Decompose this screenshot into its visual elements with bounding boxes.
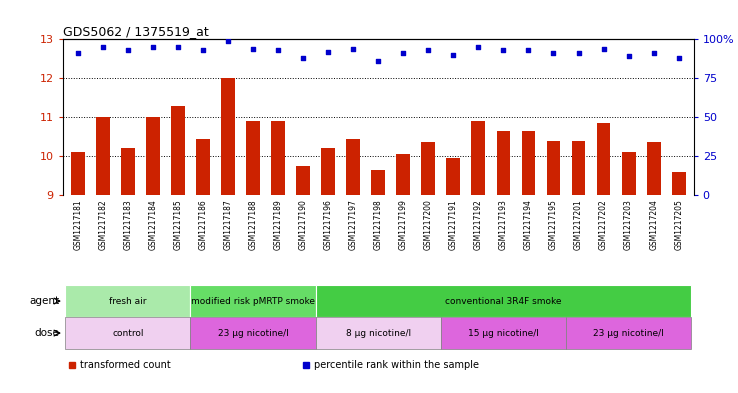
- Text: agent: agent: [29, 296, 59, 306]
- Bar: [121, 148, 135, 195]
- Text: 23 μg nicotine/l: 23 μg nicotine/l: [218, 329, 289, 338]
- Bar: [396, 154, 410, 195]
- Bar: [296, 166, 310, 195]
- Text: GSM1217197: GSM1217197: [348, 200, 358, 250]
- Text: dose: dose: [34, 328, 59, 338]
- Point: [397, 50, 409, 57]
- Text: GSM1217182: GSM1217182: [98, 200, 107, 250]
- Bar: [421, 143, 435, 195]
- Text: control: control: [112, 329, 144, 338]
- Point: [673, 55, 685, 61]
- Text: conventional 3R4F smoke: conventional 3R4F smoke: [445, 297, 562, 306]
- Bar: [346, 139, 360, 195]
- Point: [623, 53, 635, 60]
- Text: GSM1217199: GSM1217199: [399, 200, 408, 250]
- Text: 8 μg nicotine/l: 8 μg nicotine/l: [345, 329, 411, 338]
- Text: GSM1217194: GSM1217194: [524, 200, 533, 250]
- Text: GSM1217200: GSM1217200: [424, 200, 432, 250]
- Point: [372, 58, 384, 64]
- Bar: [196, 139, 210, 195]
- Text: GSM1217204: GSM1217204: [649, 200, 658, 250]
- Text: GSM1217184: GSM1217184: [148, 200, 157, 250]
- Text: fresh air: fresh air: [109, 297, 147, 306]
- Bar: [566, 317, 692, 349]
- Bar: [190, 285, 316, 317]
- Text: GSM1217192: GSM1217192: [474, 200, 483, 250]
- Bar: [71, 152, 85, 195]
- Bar: [646, 143, 661, 195]
- Bar: [316, 317, 441, 349]
- Point: [247, 46, 259, 52]
- Text: GSM1217191: GSM1217191: [449, 200, 458, 250]
- Point: [648, 50, 660, 57]
- Text: GSM1217183: GSM1217183: [123, 200, 132, 250]
- Text: GSM1217190: GSM1217190: [299, 200, 308, 250]
- Point: [422, 47, 434, 53]
- Point: [72, 50, 83, 57]
- Bar: [171, 105, 184, 195]
- Bar: [472, 121, 486, 195]
- Bar: [672, 172, 686, 195]
- Bar: [321, 148, 335, 195]
- Point: [447, 52, 459, 58]
- Bar: [96, 117, 110, 195]
- Text: transformed count: transformed count: [80, 360, 171, 370]
- Point: [147, 44, 159, 50]
- Bar: [597, 123, 610, 195]
- Point: [272, 47, 284, 53]
- Bar: [371, 170, 385, 195]
- Bar: [441, 317, 566, 349]
- Text: GSM1217203: GSM1217203: [624, 200, 633, 250]
- Text: GSM1217201: GSM1217201: [574, 200, 583, 250]
- Bar: [547, 141, 560, 195]
- Bar: [572, 141, 585, 195]
- Text: GSM1217188: GSM1217188: [249, 200, 258, 250]
- Bar: [65, 317, 190, 349]
- Point: [472, 44, 484, 50]
- Text: GSM1217196: GSM1217196: [324, 200, 333, 250]
- Point: [598, 46, 610, 52]
- Bar: [65, 285, 190, 317]
- Text: 23 μg nicotine/l: 23 μg nicotine/l: [593, 329, 664, 338]
- Text: percentile rank within the sample: percentile rank within the sample: [314, 360, 479, 370]
- Bar: [146, 117, 159, 195]
- Text: GSM1217185: GSM1217185: [173, 200, 182, 250]
- Point: [497, 47, 509, 53]
- Point: [523, 47, 534, 53]
- Bar: [190, 317, 316, 349]
- Point: [97, 44, 108, 50]
- Bar: [497, 131, 510, 195]
- Text: GSM1217202: GSM1217202: [599, 200, 608, 250]
- Text: GSM1217198: GSM1217198: [373, 200, 383, 250]
- Point: [297, 55, 309, 61]
- Text: GSM1217193: GSM1217193: [499, 200, 508, 250]
- Bar: [246, 121, 260, 195]
- Bar: [621, 152, 635, 195]
- Point: [548, 50, 559, 57]
- Text: GSM1217189: GSM1217189: [274, 200, 283, 250]
- Text: modified risk pMRTP smoke: modified risk pMRTP smoke: [191, 297, 315, 306]
- Bar: [446, 158, 461, 195]
- Text: GSM1217181: GSM1217181: [73, 200, 82, 250]
- Text: GSM1217187: GSM1217187: [224, 200, 232, 250]
- Point: [197, 47, 209, 53]
- Point: [222, 38, 234, 44]
- Text: GSM1217205: GSM1217205: [675, 200, 683, 250]
- Bar: [316, 285, 692, 317]
- Bar: [271, 121, 285, 195]
- Text: GSM1217195: GSM1217195: [549, 200, 558, 250]
- Bar: [221, 78, 235, 195]
- Text: 15 μg nicotine/l: 15 μg nicotine/l: [468, 329, 539, 338]
- Text: GDS5062 / 1375519_at: GDS5062 / 1375519_at: [63, 25, 208, 38]
- Point: [348, 46, 359, 52]
- Point: [573, 50, 584, 57]
- Bar: [522, 131, 535, 195]
- Point: [172, 44, 184, 50]
- Point: [323, 49, 334, 55]
- Text: GSM1217186: GSM1217186: [199, 200, 207, 250]
- Point: [122, 47, 134, 53]
